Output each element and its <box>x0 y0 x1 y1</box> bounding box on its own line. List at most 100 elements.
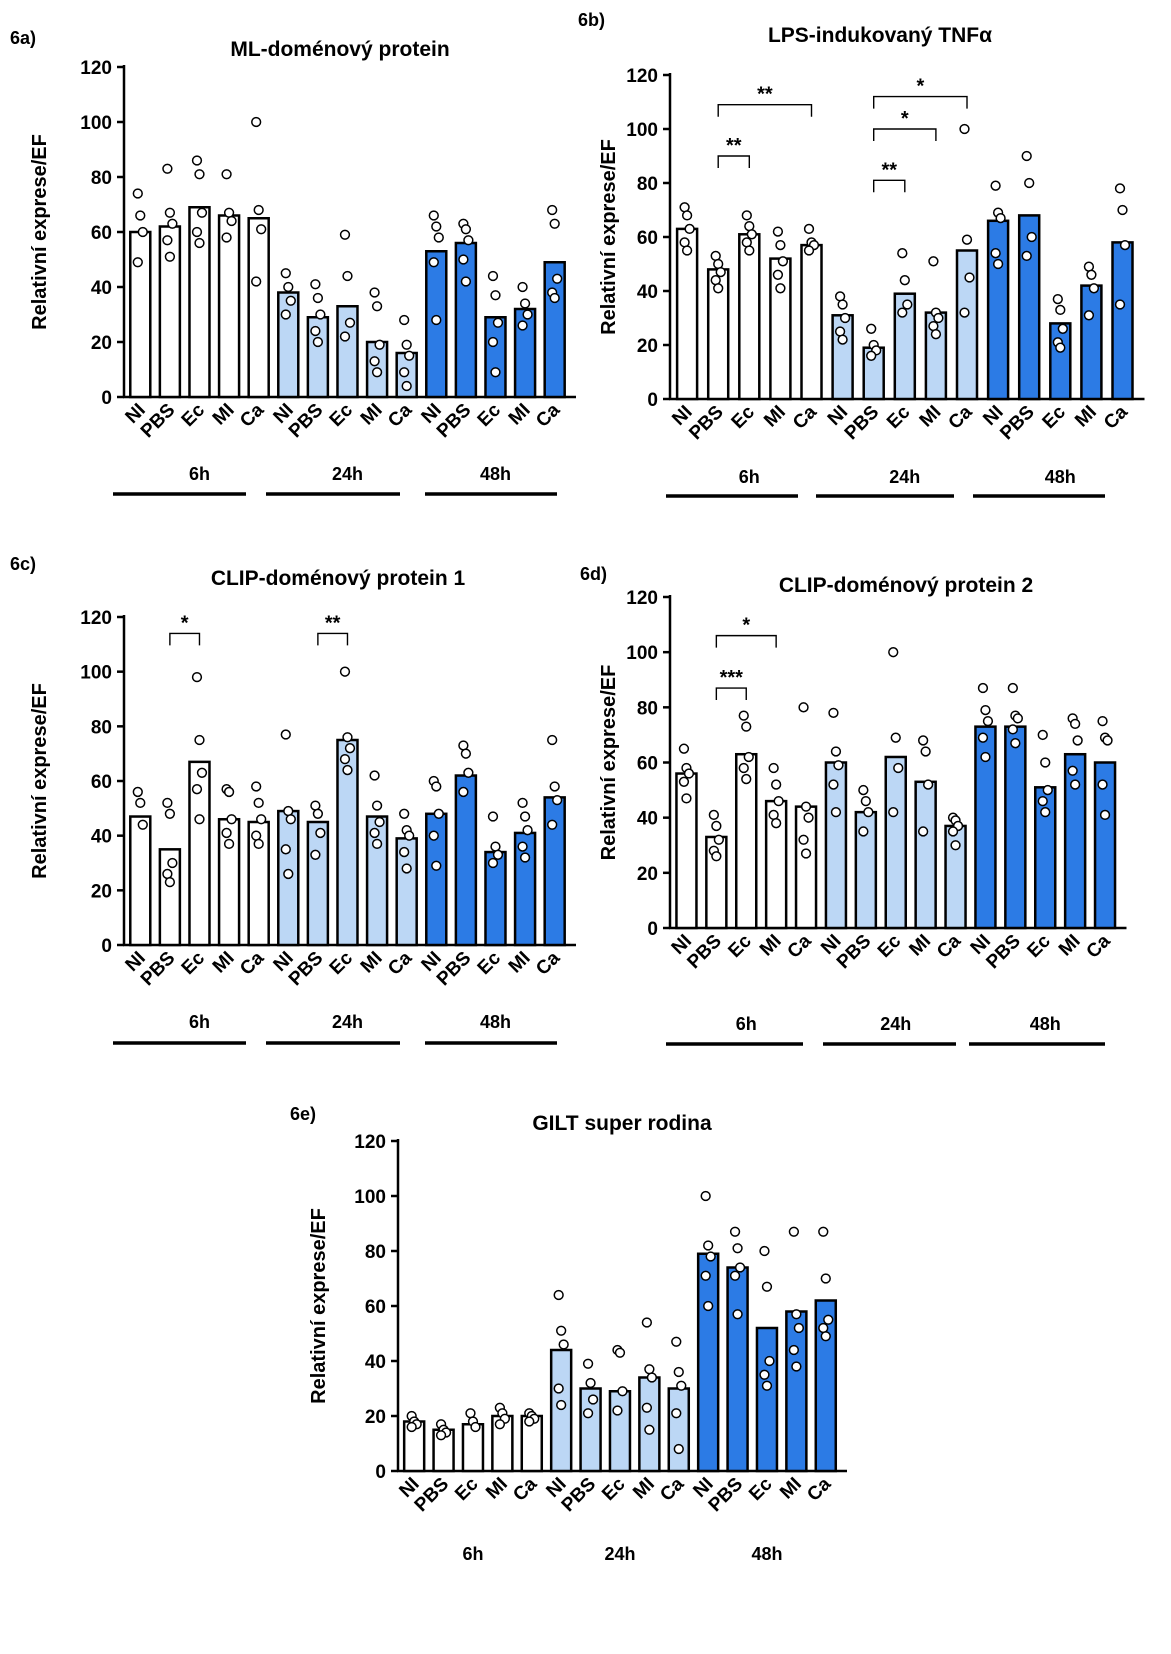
y-tick-label: 80 <box>91 168 112 189</box>
panel-label: 6e) <box>290 1104 316 1124</box>
data-point <box>522 825 533 836</box>
data-point <box>930 329 942 340</box>
x-tick-label: MI <box>905 931 935 961</box>
data-point <box>369 770 380 781</box>
data-point <box>641 1402 653 1413</box>
data-point <box>617 1386 628 1397</box>
data-point <box>866 323 877 334</box>
data-point <box>164 251 176 262</box>
bar-48h-PBS <box>454 774 478 947</box>
x-tick-label: MI <box>357 948 387 978</box>
data-point <box>428 210 439 221</box>
data-point <box>549 781 560 792</box>
x-tick-label: MI <box>756 931 786 961</box>
data-point <box>547 734 558 746</box>
x-tick-label: Ca <box>236 947 268 979</box>
data-point <box>1007 682 1018 694</box>
data-point <box>549 292 560 304</box>
data-point <box>1069 718 1081 730</box>
data-point <box>256 224 267 235</box>
data-point <box>928 256 939 267</box>
y-tick-label: 120 <box>80 608 112 629</box>
data-point <box>162 235 173 246</box>
data-point <box>315 309 326 320</box>
data-point <box>431 860 442 871</box>
data-point <box>893 762 904 774</box>
data-point <box>729 1226 741 1237</box>
bar-6h-NI <box>129 230 152 399</box>
x-tick-label: PBS <box>685 402 727 444</box>
data-point <box>164 876 176 888</box>
bar-24h-Ca <box>667 1387 691 1473</box>
data-point <box>132 257 143 268</box>
x-tick-label: MI <box>357 400 387 430</box>
group-label-24h: 24h <box>332 464 363 484</box>
y-tick-label: 80 <box>637 698 658 719</box>
data-point <box>837 299 848 310</box>
data-point <box>428 257 439 268</box>
data-point <box>860 795 871 807</box>
data-point <box>492 317 504 328</box>
group-label-24h: 24h <box>332 1012 363 1032</box>
data-point <box>519 852 531 863</box>
data-point <box>1083 310 1095 321</box>
data-point <box>401 863 412 874</box>
data-point <box>519 811 531 822</box>
bar-48h-NI <box>974 725 997 930</box>
data-point <box>428 830 439 841</box>
data-point <box>339 331 351 342</box>
bar-6h-MI <box>217 214 241 399</box>
data-point <box>404 350 415 361</box>
data-point <box>964 272 975 283</box>
data-point <box>959 123 970 135</box>
data-point <box>759 1245 770 1257</box>
data-point <box>221 232 232 243</box>
bar-48h-MI <box>1080 284 1103 401</box>
data-point <box>715 266 726 278</box>
chart-panel-6b: 6b) LPS-indukovaný TNFα Relativní exprese/… <box>578 10 1145 498</box>
data-point <box>764 1355 775 1367</box>
data-point <box>487 857 499 869</box>
data-point <box>460 224 472 235</box>
y-tick-label: 100 <box>80 663 112 684</box>
y-tick-label: 0 <box>101 388 112 409</box>
significance-label: ** <box>726 135 742 157</box>
data-point <box>673 1443 684 1455</box>
data-point <box>522 309 533 320</box>
x-tick-label: MI <box>1055 931 1085 961</box>
data-point <box>1072 735 1083 746</box>
data-point <box>283 281 294 293</box>
data-point <box>404 830 415 841</box>
data-point <box>369 287 380 298</box>
data-point <box>775 283 786 294</box>
data-point <box>1010 738 1021 749</box>
data-point <box>194 734 205 746</box>
significance-bracket <box>317 632 349 646</box>
data-point <box>982 715 994 727</box>
data-point <box>344 743 356 754</box>
y-tick-label: 20 <box>91 333 112 354</box>
data-point <box>164 207 176 218</box>
significance-label: * <box>901 108 909 130</box>
data-point <box>519 298 531 309</box>
data-point <box>1024 177 1035 189</box>
significance-bracket <box>169 632 201 646</box>
data-point <box>933 312 944 324</box>
data-point <box>463 235 474 246</box>
y-axis-label: Relativní exprese/EF <box>29 683 51 879</box>
data-point <box>700 1270 711 1281</box>
y-tick-label: 100 <box>626 120 658 141</box>
data-point <box>1055 304 1066 316</box>
data-point <box>490 841 501 852</box>
data-point <box>1026 231 1037 243</box>
data-point <box>678 743 690 754</box>
data-point <box>137 819 148 830</box>
bar-24h-NI <box>549 1348 573 1473</box>
bar-24h-Ec <box>893 292 917 401</box>
x-tick-label: PBS <box>137 948 179 990</box>
x-tick-label: PBS <box>982 931 1024 973</box>
data-point <box>837 334 848 345</box>
x-tick-label: Ca <box>532 399 564 431</box>
data-point <box>744 245 755 256</box>
data-point <box>738 762 749 774</box>
